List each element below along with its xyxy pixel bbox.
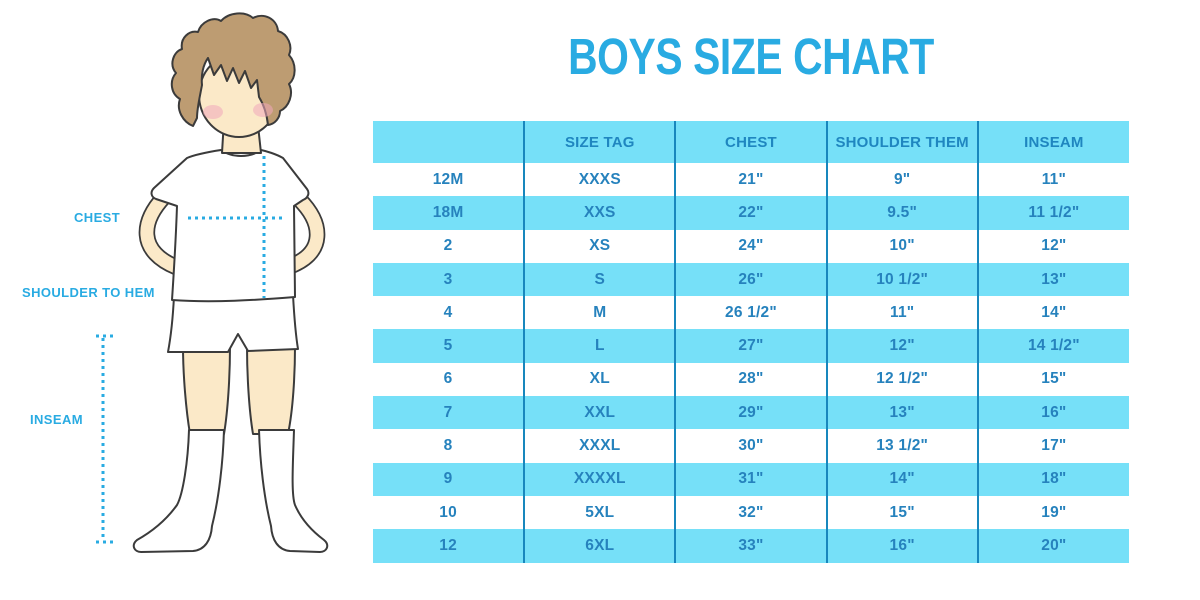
table-cell: 14" <box>976 296 1129 330</box>
boy-right-blush <box>253 103 273 117</box>
table-cell: 10" <box>825 229 978 263</box>
table-cell: L <box>523 329 676 363</box>
table-cell: 7 <box>373 396 525 430</box>
table-cell: 10 1/2" <box>825 262 978 297</box>
table-cell: 6 <box>443 370 453 388</box>
header-cell-blank <box>373 121 525 163</box>
table-cell: XXL <box>523 396 676 430</box>
boy-right-leg <box>246 345 296 435</box>
table-cell: XXXS <box>523 163 676 197</box>
table-cell: 11 1/2" <box>976 196 1129 230</box>
table-cell: 2 <box>443 237 453 255</box>
boy-right-sock <box>258 429 329 553</box>
table-row: 18M XXS 22" 9.5" 11 1/2" <box>373 196 1129 230</box>
table-cell: 29" <box>674 396 827 430</box>
table-cell: 20" <box>976 529 1129 563</box>
boy-right-arm-skin <box>281 192 324 274</box>
table-cell: 9.5" <box>825 196 978 230</box>
table-cell: 19" <box>976 495 1129 530</box>
table-cell: 26 1/2" <box>674 296 827 330</box>
chest-label: CHEST <box>74 210 121 225</box>
table-cell: 28" <box>674 362 827 397</box>
table-row: 2 XS 24" 10" 12" <box>373 229 1129 263</box>
table-cell: 26" <box>674 262 827 297</box>
table-cell: 33" <box>674 529 827 563</box>
header-cell-inseam: INSEAM <box>976 121 1129 163</box>
boy-hair <box>170 12 296 127</box>
table-cell: 12 1/2" <box>825 362 978 397</box>
table-row: 5 L 27" 12" 14 1/2" <box>373 329 1129 363</box>
table-cell: XS <box>523 229 676 263</box>
table-cell: 13" <box>976 262 1129 297</box>
table-row: 9 XXXXL 31" 14" 18" <box>373 462 1129 496</box>
table-cell: 12" <box>825 329 978 363</box>
table-cell: 18" <box>976 462 1129 496</box>
boy-tshirt <box>150 149 310 303</box>
table-cell: 27" <box>674 329 827 363</box>
boy-left-sock <box>132 429 225 553</box>
header-cell-chest: CHEST <box>674 121 827 163</box>
table-row: 6 XL 28" 12 1/2" 15" <box>373 362 1129 397</box>
table-cell: 9 <box>373 462 525 496</box>
table-cell: 9" <box>825 163 978 197</box>
table-cell: 24" <box>674 229 827 263</box>
table-cell: 15" <box>825 495 978 530</box>
table-cell: 10 <box>439 503 457 521</box>
table-cell: 16" <box>976 396 1129 430</box>
boy-left-blush <box>203 105 223 119</box>
header-cell-shoulder-them: SHOULDER THEM <box>825 121 978 163</box>
table-row: 3 S 26" 10 1/2" 13" <box>373 262 1129 297</box>
table-cell: 11" <box>976 163 1129 197</box>
table-cell: M <box>523 296 676 330</box>
table-cell: 5XL <box>523 495 676 530</box>
table-cell: XXS <box>523 196 676 230</box>
table-cell: 18M <box>373 196 525 230</box>
header-cell-size-tag: SIZE TAG <box>523 121 676 163</box>
table-row: 8 XXXL 30" 13 1/2" 17" <box>373 429 1129 463</box>
table-cell: XXXXL <box>523 462 676 496</box>
inseam-label: INSEAM <box>30 412 83 427</box>
size-chart-table: SIZE TAG CHEST SHOULDER THEM INSEAM 12M X… <box>373 121 1129 563</box>
table-cell: 32" <box>674 495 827 530</box>
table-cell: 11" <box>825 296 978 330</box>
table-cell: 12 <box>373 529 525 563</box>
table-row: 7 XXL 29" 13" 16" <box>373 396 1129 430</box>
table-cell: 13 1/2" <box>825 429 978 463</box>
table-cell: 12M <box>432 170 464 188</box>
boy-left-arm-skin <box>140 190 183 274</box>
table-cell: S <box>523 262 676 297</box>
table-cell: 16" <box>825 529 978 563</box>
table-cell: 4 <box>443 303 453 321</box>
table-row: 10 5XL 32" 15" 19" <box>373 495 1129 530</box>
table-cell: 21" <box>674 163 827 197</box>
boy-left-leg <box>182 345 231 435</box>
table-cell: 22" <box>674 196 827 230</box>
table-cell: XXXL <box>523 429 676 463</box>
size-table-body: 12M XXXS 21" 9" 11" 18M XXS 22" 9.5" 11 1/2" 2 XS 24… <box>373 163 1129 563</box>
size-table-head: SIZE TAG CHEST SHOULDER THEM INSEAM <box>373 121 1129 163</box>
table-cell: 5 <box>373 329 525 363</box>
table-row: 12 6XL 33" 16" 20" <box>373 529 1129 563</box>
table-cell: 8 <box>443 437 453 455</box>
table-cell: 6XL <box>523 529 676 563</box>
page-title: BOYS SIZE CHART <box>568 28 934 85</box>
table-cell: 13" <box>825 396 978 430</box>
table-cell: XL <box>523 362 676 397</box>
table-cell: 14" <box>825 462 978 496</box>
header-row: SIZE TAG CHEST SHOULDER THEM INSEAM <box>373 121 1129 163</box>
table-cell: 17" <box>976 429 1129 463</box>
table-cell: 14 1/2" <box>976 329 1129 363</box>
table-cell: 3 <box>373 262 525 297</box>
table-cell: 15" <box>976 362 1129 397</box>
boy-shorts <box>167 294 299 353</box>
table-cell: 12" <box>976 229 1129 263</box>
table-row: 12M XXXS 21" 9" 11" <box>373 163 1129 197</box>
table-cell: 31" <box>674 462 827 496</box>
table-row: 4 M 26 1/2" 11" 14" <box>373 296 1129 330</box>
table-cell: 30" <box>674 429 827 463</box>
boy-figure-illustration <box>96 12 329 553</box>
shoulder-to-hem-label: SHOULDER TO HEM <box>22 285 155 300</box>
